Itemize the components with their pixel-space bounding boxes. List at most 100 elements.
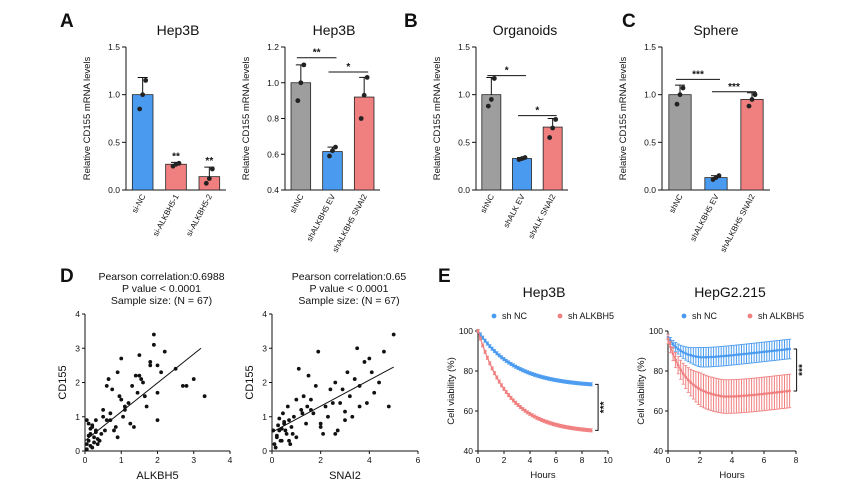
scatter-point (86, 421, 91, 426)
scatter-point (288, 442, 293, 447)
scatter-point (122, 408, 127, 412)
scatter-point (84, 442, 89, 447)
scatter-point (106, 377, 111, 381)
scatter-point (117, 394, 122, 399)
y-tick-label: 3 (75, 343, 80, 353)
scatter-point (294, 397, 299, 402)
x-tick-label: 0 (476, 455, 481, 465)
data-point (295, 98, 301, 104)
data-point (488, 97, 494, 102)
bar (512, 158, 532, 191)
x-tick-label: 4 (730, 455, 735, 465)
category-label: shALK SNAI2 (527, 192, 558, 240)
scatter-point (155, 390, 160, 395)
x-tick-label: 8 (794, 455, 799, 465)
significance-label: ** (205, 156, 213, 167)
y-tick-label: 80 (464, 366, 474, 376)
scatter-point (88, 426, 93, 431)
y-tick-label: 0.0 (458, 185, 470, 195)
scatter-point (130, 384, 135, 388)
significance-label: * (535, 106, 539, 117)
scatter-point (282, 419, 287, 424)
y-tick-label: 60 (654, 406, 664, 416)
category-label: si-ALKBH5-2 (184, 192, 214, 238)
data-point (206, 176, 212, 181)
category-label: si-NC (130, 193, 147, 215)
line-chart-e2: HepG2.215 40 60 80 100 0 2 4 6 8 Hours Cell viabili… (636, 284, 809, 481)
bar-chart-a1: Hep3B 0.0 0.5 1.0 1.5 Relative CD155 mRNA lev… (82, 22, 226, 238)
scatter-point (365, 401, 369, 405)
scatter-point (132, 425, 136, 429)
scatter-point (180, 384, 185, 388)
y-tick-label: 0.5 (458, 137, 470, 147)
scatter-point (355, 346, 360, 351)
annotation-line: P value < 0.0001 (122, 283, 201, 295)
scatter-point (126, 401, 131, 405)
scatter-point (113, 425, 118, 429)
scatter-point (357, 404, 362, 409)
bar-chart-b: Organoids 0.0 0.5 1.0 1.5 Relative CD155 mRNA… (432, 22, 568, 240)
scatter-point (362, 360, 367, 364)
category-label: si-ALKBH5-1 (151, 192, 181, 238)
scatter-point (139, 377, 144, 381)
data-point (716, 173, 722, 179)
category-label: shALKBH5 SNAI2 (719, 192, 757, 254)
category-label: shNC (667, 193, 684, 215)
annotation-line: Sample size: (N = 67) (298, 295, 399, 307)
y-tick-label: 1 (75, 412, 80, 422)
scatter-chart-d2: Pearson correlation:0.65P value < 0.0001… (244, 271, 421, 482)
annotation-line: Pearson correlation:0.6988 (98, 271, 224, 283)
x-tick-label: 1 (119, 455, 124, 465)
scatter-point (369, 370, 374, 375)
scatter-point (162, 349, 167, 354)
scatter-point (84, 447, 89, 452)
x-axis-label: Hours (719, 470, 745, 481)
regression-line (84, 347, 202, 442)
scatter-point (122, 404, 127, 409)
scatter-point (112, 428, 116, 433)
scatter-point (333, 380, 338, 385)
scatter-point (97, 438, 102, 443)
x-axis-label: Hours (530, 470, 556, 481)
scatter-point (343, 409, 347, 414)
scatter-point (184, 384, 189, 388)
scatter-point (133, 373, 138, 378)
bar (542, 126, 563, 191)
scatter-point (290, 431, 295, 436)
scatter-point (128, 421, 133, 426)
scatter-point (347, 394, 352, 399)
data-point (203, 180, 209, 186)
scatter-point (137, 373, 142, 378)
scatter-point (93, 418, 98, 423)
scatter-point (119, 397, 124, 402)
bar (165, 163, 187, 191)
bar (740, 99, 764, 191)
scatter-point (377, 380, 381, 385)
chart-title: Hep3B (523, 284, 566, 300)
scatter-point (84, 418, 89, 423)
data-point (143, 77, 149, 83)
data-point (327, 153, 332, 159)
y-tick-label: 60 (464, 406, 474, 416)
x-tick-label: 0 (83, 455, 88, 465)
scatter-point (202, 394, 207, 399)
significance-label: * (505, 66, 509, 77)
scatter-point (276, 423, 280, 428)
bar (290, 82, 312, 191)
scatter-point (121, 414, 125, 419)
category-label: shALK EV (502, 192, 527, 229)
scatter-point (104, 384, 109, 388)
scatter-point (272, 442, 277, 447)
data-point (553, 117, 559, 122)
scatter-point (148, 360, 153, 364)
y-tick-label: 40 (464, 446, 474, 456)
data-point (674, 101, 680, 107)
scatter-point (300, 411, 305, 416)
data-point (752, 92, 758, 98)
chart-title: Hep3B (157, 22, 200, 38)
scatter-point (191, 377, 196, 381)
x-tick-label: 4 (228, 455, 233, 465)
legend-marker (557, 313, 563, 319)
data-point (680, 85, 686, 91)
data-point (550, 125, 556, 131)
